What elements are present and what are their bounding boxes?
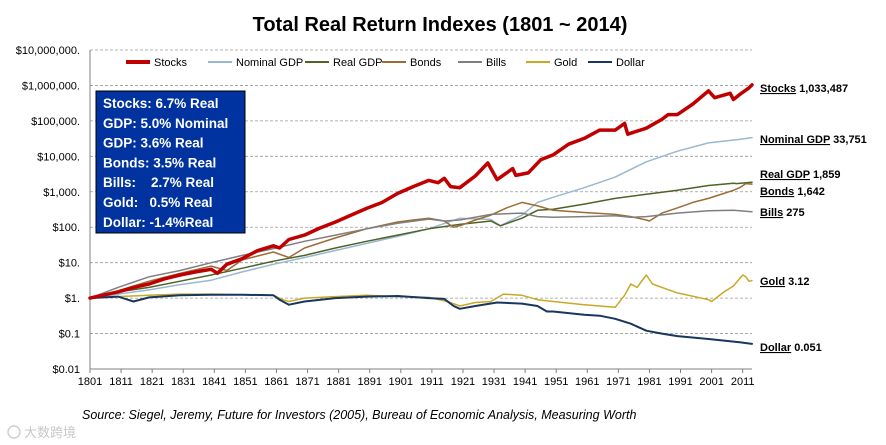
y-tick-label: $0.1 [59,329,80,341]
legend-label-bonds: Bonds [410,57,442,69]
x-tick-label: 1981 [637,376,661,388]
x-tick-label: 1891 [357,376,381,388]
x-tick-label: 1901 [389,376,413,388]
annotation-box-line: Dollar: -1.4%Real [103,215,213,230]
x-tick-label: 1801 [78,376,102,388]
x-tick-label: 1961 [575,376,599,388]
y-tick-label: $100,000. [31,116,80,128]
end-label-value: 275 [783,207,804,219]
y-tick-label: $1. [65,293,80,305]
axes: $10,000,000. $1,000,000. $100,000. $10,000.… [16,45,755,388]
x-tick-label: 1971 [606,376,630,388]
series-lines [88,83,754,345]
x-tick-label: 1811 [109,376,133,388]
annotation-box-line: GDP: 3.6% Real [103,136,204,151]
annotation-box-line: Stocks: 6.7% Real [103,96,219,111]
annotation-box-line: Bonds: 3.5% Real [103,155,216,170]
end-label-bills: Bills 275 [760,207,805,219]
watermark-logo-icon [7,425,21,439]
series-line-nominal-gdp [89,136,753,299]
end-label-name: Dollar [760,342,792,354]
end-label-gold: Gold 3.12 [760,276,810,288]
series-line-bills [89,209,753,299]
watermark-text: 大数跨境 [24,425,76,440]
chart-title: Total Real Return Indexes (1801 ~ 2014) [253,14,628,36]
end-label-value: 1,859 [810,169,841,181]
x-tick-label: 1821 [140,376,164,388]
x-tick-label: 1991 [668,376,692,388]
end-label-stocks: Stocks 1,033,487 [760,83,848,95]
end-label-value: 3.12 [785,276,809,288]
x-tick-label: 1881 [326,376,350,388]
legend-label-real-gdp: Real GDP [333,57,383,69]
annotation-box: Stocks: 6.7% Real GDP: 5.0% Nominal GDP: 3… [95,90,246,234]
end-label-name: Gold [760,276,785,288]
end-label-name: Stocks [760,83,796,95]
legend-label-dollar: Dollar [616,57,645,69]
annotation-box-line: GDP: 5.0% Nominal [103,116,228,131]
x-tick-label: 1871 [295,376,319,388]
y-tick-label: $10,000,000. [16,45,80,57]
legend-label-stocks: Stocks [154,57,188,69]
legend-label-gold: Gold [554,57,577,69]
x-tick-label: 1931 [482,376,506,388]
x-tick-label: 2001 [699,376,723,388]
end-label-nominal-gdp: Nominal GDP 33,751 [760,134,867,146]
y-tick-label: $1,000. [43,187,80,199]
y-tick-label: $1,000,000. [22,80,80,92]
x-tick-label: 1921 [451,376,475,388]
end-label-value: 1,033,487 [796,83,848,95]
x-tick-label: 2011 [731,376,755,388]
annotation-box-background [95,90,246,234]
end-label-bonds: Bonds 1,642 [760,186,825,198]
end-label-name: Real GDP [760,169,810,181]
x-tick-label: 1911 [420,376,444,388]
x-tick-label: 1951 [544,376,568,388]
annotation-box-line: Bills: 2.7% Real [103,175,214,190]
watermark: 大数跨境 [7,425,76,440]
y-tick-label: $10,000. [37,151,80,163]
end-label-name: Bonds [760,186,794,198]
series-line-dollar [89,293,753,345]
x-tick-label: 1941 [513,376,537,388]
y-tick-label: $10. [59,258,80,270]
end-label-value: 1,642 [794,186,825,198]
y-tick-label: $0.01 [52,364,80,376]
source-note: Source: Siegel, Jeremy, Future for Inves… [82,408,636,422]
end-labels: Stocks 1,033,487 Nominal GDP 33,751 Real G… [760,83,867,354]
legend-label-bills: Bills [486,57,507,69]
x-tick-label: 1831 [171,376,195,388]
x-tick-label: 1861 [264,376,288,388]
legend-label-nominal-gdp: Nominal GDP [236,57,303,69]
end-label-name: Nominal GDP [760,134,830,146]
x-tick-label: 1851 [233,376,257,388]
x-tick-label: 1841 [202,376,226,388]
end-label-name: Bills [760,207,783,219]
series-line-bonds [89,182,753,299]
annotation-box-line: Gold: 0.5% Real [103,195,213,210]
series-line-stocks [88,83,754,300]
end-label-dollar: Dollar 0.051 [760,342,822,354]
legend: Stocks Nominal GDP Real GDP Bonds Bills Gold D… [126,57,645,69]
end-label-real-gdp: Real GDP 1,859 [760,169,841,181]
y-tick-label: $100. [52,222,80,234]
end-label-value: 33,751 [830,134,867,146]
end-label-value: 0.051 [791,342,822,354]
